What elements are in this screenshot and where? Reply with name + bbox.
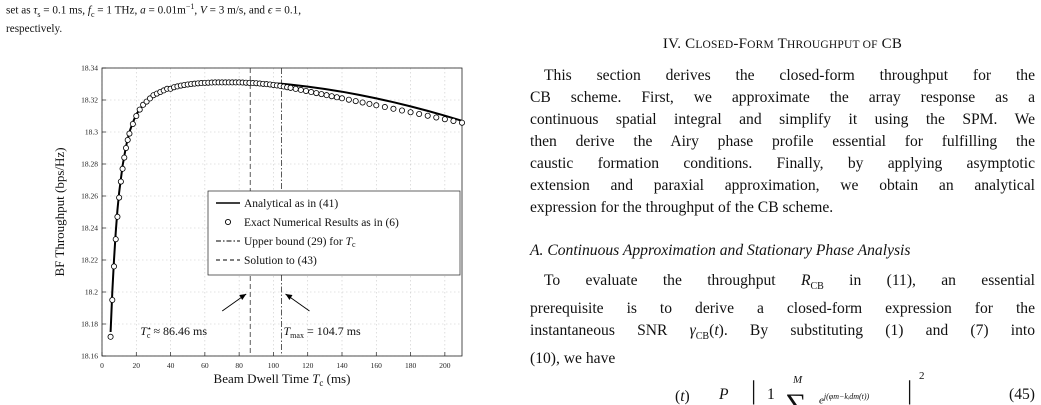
numerical-point <box>345 96 352 103</box>
para1-line: CB scheme. First, we approximate the arr… <box>530 89 1035 106</box>
numerical-point <box>318 91 325 98</box>
caption-line-2: respectively. <box>6 22 63 35</box>
numerical-point <box>297 86 304 93</box>
numerical-point <box>287 84 294 91</box>
para2-line: prerequisite is to derive a closed-form … <box>530 300 1035 318</box>
legend-label: Solution to (43) <box>244 255 317 267</box>
subsection-title: A. Continuous Approximation and Stationa… <box>530 242 911 259</box>
para2-line: (10), we have <box>530 350 616 368</box>
y-tick-label: 18.26 <box>81 192 98 201</box>
y-tick-label: 18.16 <box>81 352 98 361</box>
x-tick-label: 60 <box>201 361 209 370</box>
para2-line: To evaluate the throughput RCB in (11), … <box>544 272 1035 293</box>
x-tick-label: 160 <box>371 361 383 370</box>
y-tick-label: 18.32 <box>81 96 98 105</box>
numerical-point <box>126 130 133 137</box>
numerical-point <box>338 95 345 102</box>
numerical-point <box>114 213 121 220</box>
numerical-point <box>136 106 143 113</box>
para2-line: instantaneous SNR γCB(t). By substitutin… <box>530 322 1036 343</box>
numerical-point <box>381 104 388 111</box>
throughput-chart: 0 20 40 60 80 100 120 140 160 180 200 18.16 18.18 18.… <box>52 64 465 388</box>
x-tick-label: 20 <box>133 361 141 370</box>
para1-line: expression for the throughput of the CB … <box>530 199 834 216</box>
numerical-point <box>313 90 320 97</box>
legend-marker-circle <box>224 218 232 226</box>
numerical-point <box>111 263 118 270</box>
para1-line: then derive the Airy phase profile essen… <box>530 133 1035 150</box>
numerical-point <box>109 296 116 303</box>
numerical-point <box>441 116 448 123</box>
equation-fragment: (t) P | 1 ∑ M ej(φm−kᵢdm(t)) | 2 (45) <box>675 370 1035 405</box>
annotation-arrowhead-left <box>239 294 247 300</box>
legend-label: Exact Numerical Results as in (6) <box>244 217 399 229</box>
numerical-point <box>107 333 114 340</box>
numerical-point <box>292 85 299 92</box>
y-tick-label: 18.34 <box>81 64 98 73</box>
equation-number: (45) <box>1009 386 1035 403</box>
numerical-point <box>302 87 309 94</box>
numerical-point <box>308 89 315 96</box>
x-tick-label: 100 <box>268 361 280 370</box>
para1-line: continuous spatial integral and simplify… <box>530 111 1035 128</box>
numerical-point <box>323 92 330 99</box>
numerical-point <box>366 100 373 107</box>
numerical-point <box>359 99 366 106</box>
annotation-tc-star: T⋆ c ≈ 86.46 ms <box>140 324 207 340</box>
numerical-point <box>129 121 136 128</box>
numerical-point <box>116 194 123 201</box>
plot-frame <box>101 67 463 357</box>
para1-line: extension and paraxial approximation, we… <box>530 177 1035 194</box>
subsection-paragraph: To evaluate the throughput RCB in (11), … <box>530 270 1035 370</box>
x-tick-label: 80 <box>235 361 243 370</box>
numerical-point <box>352 98 359 105</box>
legend-box <box>207 190 461 276</box>
annotation-tmax: Tmax = 104.7 ms <box>283 324 361 340</box>
x-axis-label: Beam Dwell Time Tc (ms) <box>214 371 351 388</box>
numerical-point <box>416 111 423 118</box>
y-axis-label: BF Throughput (bps/Hz) <box>52 147 67 276</box>
x-tick-label: 180 <box>405 361 417 370</box>
numerical-point <box>133 113 140 120</box>
section-title: IV. CLOSED-FORM THROUGHPUT OF CB <box>662 36 903 52</box>
numerical-point <box>121 154 128 161</box>
numerical-point <box>112 236 119 243</box>
annotation-arrowhead-right <box>285 294 293 300</box>
para1-line: This section derives the closed-form thr… <box>544 67 1035 84</box>
x-tick-label: 0 <box>100 361 104 370</box>
numerical-point <box>119 165 126 172</box>
legend-label: Analytical as in (41) <box>244 198 338 210</box>
figure-caption-tail: set as τs = 0.1 ms, fc = 1 THz, a = 0.01… <box>6 0 476 36</box>
numerical-point <box>433 114 440 121</box>
numerical-point <box>124 137 131 144</box>
y-tick-label: 18.3 <box>85 128 98 137</box>
numerical-point <box>407 109 414 116</box>
legend-label: Upper bound (29) for Tc <box>244 236 356 249</box>
numerical-point <box>117 178 124 185</box>
section-paragraph: This section derives the closed-form thr… <box>530 65 1035 219</box>
y-tick-label: 18.24 <box>81 224 98 233</box>
caption-line-1: set as τs = 0.1 ms, fc = 1 THz, a = 0.01… <box>6 2 302 19</box>
x-tick-label: 140 <box>336 361 348 370</box>
para1-line: caustic formation conditions. Finally, b… <box>530 155 1035 172</box>
y-tick-label: 18.18 <box>81 320 98 329</box>
numerical-point <box>390 105 397 112</box>
numerical-point <box>373 102 380 109</box>
numerical-point <box>450 117 457 124</box>
numerical-point <box>398 107 405 114</box>
y-tick-label: 18.22 <box>81 256 98 265</box>
x-tick-label: 40 <box>167 361 175 370</box>
numerical-point <box>328 93 335 100</box>
x-tick-label: 200 <box>439 361 451 370</box>
y-tick-label: 18.28 <box>81 160 98 169</box>
numerical-point <box>123 145 130 152</box>
numerical-point <box>458 119 465 126</box>
numerical-point <box>333 94 340 101</box>
y-tick-label: 18.2 <box>85 288 98 297</box>
x-tick-label: 120 <box>302 361 314 370</box>
numerical-point <box>424 112 431 119</box>
